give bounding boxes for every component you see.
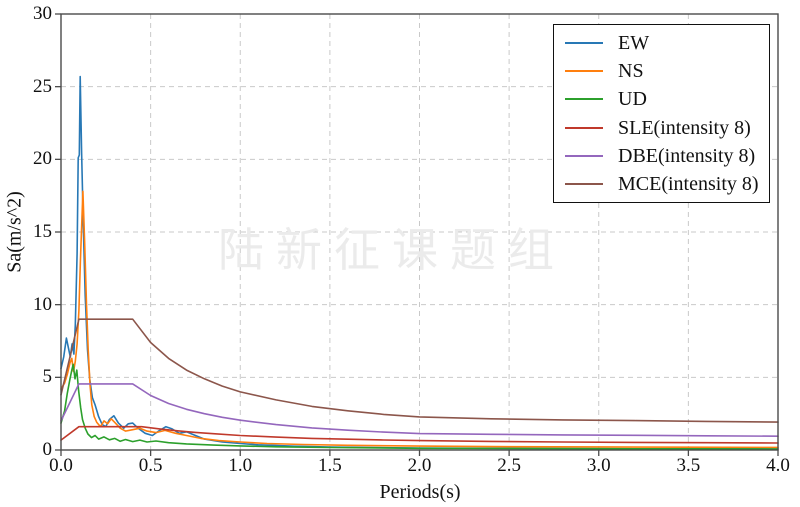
watermark-text: 陆新征课题组 (218, 225, 566, 276)
x-tick-label: 2.0 (407, 455, 432, 476)
legend-line-swatch (565, 126, 603, 129)
x-tick-label: 4.0 (766, 455, 790, 476)
legend-line-swatch (565, 70, 603, 73)
y-tick-label: 25 (33, 75, 52, 97)
legend-label: NS (618, 60, 644, 83)
series-line-EW (60, 75, 779, 450)
x-tick-label: 1.0 (228, 455, 253, 476)
legend: EW NS UD SLE(intensity 8) DBE(intensity 8) MC… (553, 24, 770, 203)
legend-item: EW (554, 30, 769, 56)
legend-label: MCE(intensity 8) (618, 172, 759, 195)
y-tick-label: 20 (33, 148, 52, 170)
y-tick-label: 10 (33, 293, 52, 315)
y-tick-label: 0 (42, 439, 53, 460)
series-line-MCE-intensity-8- (60, 318, 779, 423)
legend-line-swatch (565, 154, 603, 157)
legend-label: DBE(intensity 8) (618, 144, 756, 167)
x-axis-label: Periods(s) (379, 481, 461, 503)
x-tick-label: 3.0 (586, 455, 611, 476)
x-tick-label: 0.0 (49, 455, 73, 476)
legend-item: SLE(intensity 8) (554, 115, 769, 141)
x-tick-label: 3.5 (676, 455, 701, 476)
x-tick-label: 1.5 (318, 455, 342, 476)
series-line-UD (60, 363, 779, 450)
legend-line-swatch (565, 182, 603, 185)
series-line-SLE-intensity-8- (60, 425, 779, 444)
legend-label: EW (618, 32, 650, 55)
legend-item: DBE(intensity 8) (554, 143, 769, 169)
legend-item: NS (554, 58, 769, 84)
x-tick-label: 0.5 (138, 455, 163, 476)
series-line-DBE-intensity-8- (60, 383, 779, 438)
legend-item: UD (554, 86, 769, 112)
legend-line-swatch (565, 98, 603, 101)
series-line-NS (60, 190, 779, 449)
y-axis-label: Sa(m/s^2) (3, 191, 26, 273)
legend-label: UD (618, 88, 647, 111)
y-tick-label: 5 (42, 366, 53, 388)
y-tick-label: 30 (33, 3, 52, 24)
legend-line-swatch (565, 42, 603, 45)
x-tick-label: 2.5 (497, 455, 521, 476)
y-tick-label: 15 (33, 221, 52, 242)
legend-label: SLE(intensity 8) (618, 116, 751, 139)
legend-item: MCE(intensity 8) (554, 171, 769, 197)
